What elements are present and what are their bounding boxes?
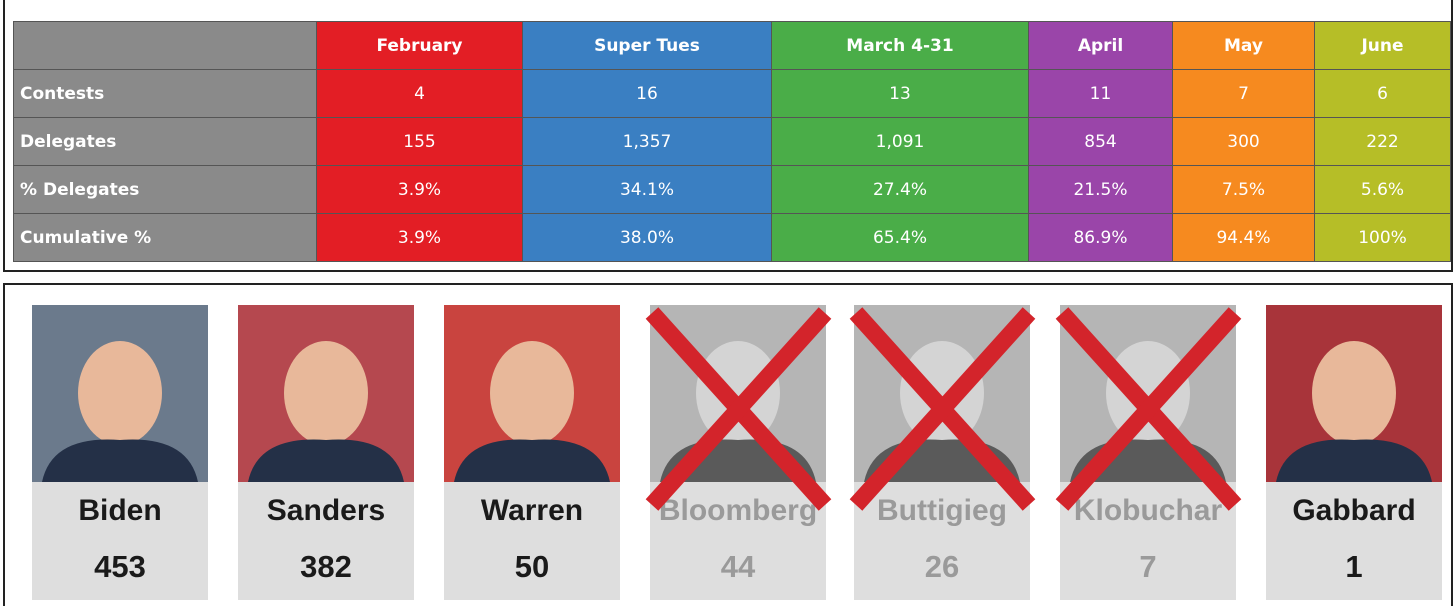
table-cell: 7	[1173, 70, 1315, 118]
row-label: Cumulative %	[14, 214, 317, 262]
withdrawn-cross	[844, 305, 1044, 515]
candidate-delegates: 453	[32, 549, 208, 585]
table-cell: 3.9%	[317, 214, 523, 262]
table-cell: 155	[317, 118, 523, 166]
candidate-name: Gabbard	[1246, 494, 1453, 528]
row-label: % Delegates	[14, 166, 317, 214]
table-cell: 38.0%	[523, 214, 772, 262]
withdrawn-cross	[640, 305, 840, 515]
candidate-photo	[444, 305, 620, 482]
table-cell: 27.4%	[772, 166, 1029, 214]
table-cell: 13	[772, 70, 1029, 118]
table-cell: 21.5%	[1029, 166, 1173, 214]
candidate-photo	[1266, 305, 1442, 482]
table-cell: 1,357	[523, 118, 772, 166]
table-cell: 854	[1029, 118, 1173, 166]
table-cell: 1,091	[772, 118, 1029, 166]
row-label: Contests	[14, 70, 317, 118]
header-cell: April	[1029, 22, 1173, 70]
candidate-delegates: 26	[854, 549, 1030, 585]
header-cell: June	[1315, 22, 1451, 70]
table-cell: 300	[1173, 118, 1315, 166]
table-cell: 100%	[1315, 214, 1451, 262]
table-row: Cumulative %3.9%38.0%65.4%86.9%94.4%100%	[14, 214, 1451, 262]
row-label: Delegates	[14, 118, 317, 166]
candidate-name: Sanders	[218, 494, 434, 528]
header-cell: Super Tues	[523, 22, 772, 70]
page: FebruarySuper TuesMarch 4-31AprilMayJune…	[0, 0, 1453, 606]
table-cell: 7.5%	[1173, 166, 1315, 214]
table-cell: 86.9%	[1029, 214, 1173, 262]
candidate-name: Warren	[424, 494, 640, 528]
table-cell: 94.4%	[1173, 214, 1315, 262]
table-cell: 11	[1029, 70, 1173, 118]
header-cell: February	[317, 22, 523, 70]
table-cell: 34.1%	[523, 166, 772, 214]
candidate-photo	[238, 305, 414, 482]
candidate-delegates: 50	[444, 549, 620, 585]
table-cell: 65.4%	[772, 214, 1029, 262]
header-cell: May	[1173, 22, 1315, 70]
candidate-delegates: 382	[238, 549, 414, 585]
table-cell: 6	[1315, 70, 1451, 118]
candidate-delegates: 1	[1266, 549, 1442, 585]
candidate-photo	[32, 305, 208, 482]
header-cell	[14, 22, 317, 70]
header-cell: March 4-31	[772, 22, 1029, 70]
candidate-delegates: 7	[1060, 549, 1236, 585]
withdrawn-cross	[1050, 305, 1250, 515]
candidate-delegates: 44	[650, 549, 826, 585]
table-cell: 16	[523, 70, 772, 118]
table-cell: 3.9%	[317, 166, 523, 214]
table-cell: 4	[317, 70, 523, 118]
candidate-name: Biden	[12, 494, 228, 528]
table-cell: 222	[1315, 118, 1451, 166]
table-cell: 5.6%	[1315, 166, 1451, 214]
